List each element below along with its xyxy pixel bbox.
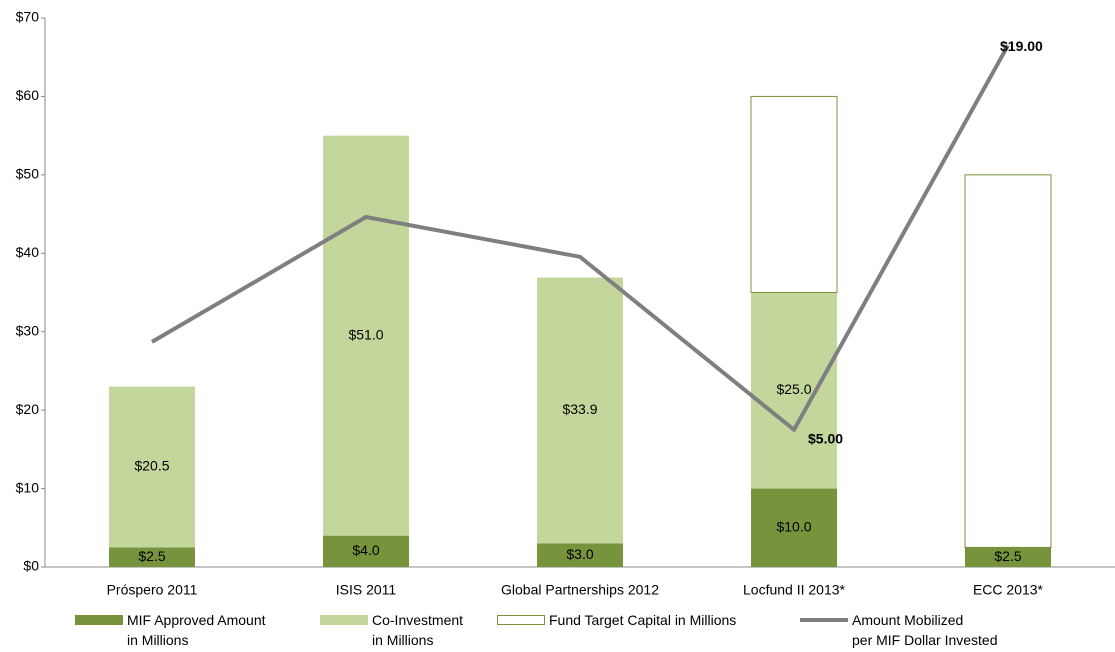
x-tick-label: Próspero 2011 [107, 582, 198, 598]
legend-item: Co-Investment in Millions [320, 610, 463, 650]
legend-label: MIF Approved Amount in Millions [127, 612, 266, 648]
x-tick-label: ISIS 2011 [336, 582, 397, 598]
line-value-label: $19.00 [1000, 38, 1043, 54]
bar-segment [965, 547, 1051, 567]
y-tick-label: $40 [16, 244, 40, 260]
bar-segment [537, 543, 623, 567]
legend-swatch [320, 615, 368, 625]
bar-value-label: $33.9 [562, 401, 597, 417]
bar-segment [323, 135, 409, 536]
line-series [150, 44, 1010, 433]
bar-segment [751, 292, 837, 489]
bar-value-label: $4.0 [352, 542, 379, 558]
legend-label: Amount Mobilized per MIF Dollar Invested [852, 612, 998, 648]
legend-swatch [800, 618, 848, 622]
legend-item: Amount Mobilized per MIF Dollar Invested [800, 610, 998, 650]
legend-item: MIF Approved Amount in Millions [75, 610, 266, 650]
y-tick-label: $0 [23, 558, 39, 574]
x-tick-label: Locfund II 2013* [743, 582, 846, 598]
bar-segment [109, 386, 195, 548]
bar-segment [751, 488, 837, 567]
legend-label: Fund Target Capital in Millions [549, 612, 737, 628]
legend-item: Fund Target Capital in Millions [497, 610, 736, 630]
bar-value-label: $3.0 [566, 546, 593, 562]
bar-segment [109, 547, 195, 567]
line-value-label: $5.00 [808, 430, 843, 446]
bar-value-label: $20.5 [134, 458, 169, 474]
y-tick-label: $70 [16, 9, 40, 25]
bar-value-label: $2.5 [138, 548, 165, 564]
y-tick-label: $30 [16, 322, 40, 338]
bar-value-label: $2.5 [994, 548, 1021, 564]
bar-segment [964, 174, 1052, 548]
bar-segment [537, 277, 623, 544]
bar-value-label: $10.0 [776, 518, 811, 534]
x-tick-label: ECC 2013* [973, 582, 1044, 598]
y-tick-label: $60 [16, 87, 40, 103]
x-tick-label: Global Partnerships 2012 [501, 582, 659, 598]
legend-swatch [75, 615, 123, 625]
y-tick-label: $10 [16, 479, 40, 495]
bar-value-label: $51.0 [348, 326, 383, 342]
bar-segment [323, 535, 409, 567]
y-tick-label: $50 [16, 166, 40, 182]
y-tick-label: $20 [16, 401, 40, 417]
legend-swatch [497, 615, 545, 625]
legend-label: Co-Investment in Millions [372, 612, 464, 648]
bar-value-label: $25.0 [776, 381, 811, 397]
bar-segment [750, 95, 838, 293]
